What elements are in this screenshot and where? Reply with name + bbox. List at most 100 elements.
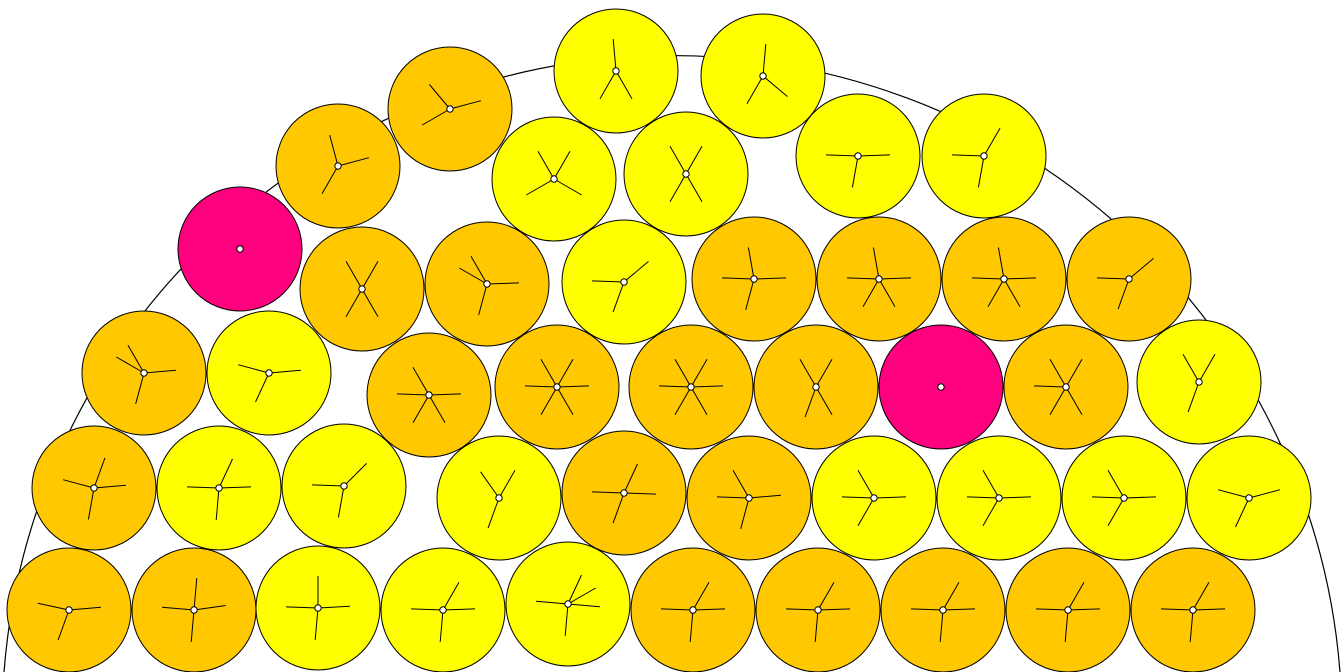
spoke-line <box>567 603 600 608</box>
spoke-line <box>186 486 220 489</box>
packed-circle <box>494 324 620 450</box>
center-dot <box>980 152 988 160</box>
spoke-line <box>343 463 367 487</box>
spoke-line <box>428 394 446 423</box>
packed-circle <box>1130 547 1256 672</box>
spoke-line <box>412 394 430 423</box>
center-dot <box>236 245 244 253</box>
spoke-line <box>480 471 500 499</box>
circles-layer <box>6 8 1312 672</box>
spoke-line <box>799 359 817 388</box>
packed-circle <box>561 430 687 556</box>
spoke-line <box>669 146 687 175</box>
spoke-line <box>623 492 657 495</box>
spoke-line <box>345 261 363 290</box>
packed-circle <box>1003 324 1129 450</box>
packed-circle <box>753 324 879 450</box>
spoke-line <box>1160 608 1194 611</box>
center-dot <box>358 285 366 293</box>
packed-circle <box>941 216 1067 342</box>
spoke-line <box>1123 496 1157 499</box>
packed-circle <box>1066 216 1192 342</box>
center-dot <box>314 604 322 612</box>
spoke-line <box>982 497 1000 526</box>
packed-circle <box>1136 319 1262 445</box>
spoke-line <box>857 154 891 157</box>
packed-circle <box>299 226 425 352</box>
spoke-line <box>215 487 220 520</box>
spoke-line <box>942 582 960 611</box>
packed-circle <box>811 435 937 561</box>
spoke-line <box>311 484 345 487</box>
center-dot <box>937 383 945 391</box>
spoke-line <box>143 369 176 374</box>
spoke-line <box>1065 386 1083 415</box>
spoke-line <box>674 386 692 415</box>
packed-circle <box>281 423 407 549</box>
spoke-line <box>762 75 788 97</box>
packed-circle <box>255 545 381 671</box>
spoke-line <box>540 386 558 415</box>
packed-circle <box>623 111 749 237</box>
spoke-line <box>486 282 520 285</box>
spoke-line <box>524 385 558 388</box>
packed-circle <box>275 103 401 229</box>
center-dot <box>495 494 503 502</box>
packed-circle <box>436 435 562 561</box>
spoke-line <box>814 609 819 642</box>
spoke-line <box>93 457 106 489</box>
spoke-line <box>977 155 985 188</box>
spoke-line <box>1192 582 1210 611</box>
center-dot <box>265 369 273 377</box>
spoke-line <box>817 608 851 611</box>
spoke-line <box>623 261 649 283</box>
center-dot <box>620 278 628 286</box>
spoke-line <box>540 359 558 388</box>
spoke-line <box>314 607 319 640</box>
spoke-line <box>612 39 617 72</box>
spoke-line <box>553 178 582 196</box>
center-dot <box>215 484 223 492</box>
packed-circle <box>156 425 282 551</box>
spoke-line <box>449 100 482 110</box>
packed-circle <box>31 425 157 551</box>
spoke-line <box>1128 258 1154 280</box>
spoke-line <box>218 458 233 489</box>
spoke-line <box>862 278 880 307</box>
spoke-line <box>857 497 875 526</box>
spoke-line <box>612 281 625 313</box>
packed-circle <box>878 324 1004 450</box>
packed-circle <box>6 547 132 672</box>
spoke-line <box>162 606 195 611</box>
center-dot <box>1245 494 1253 502</box>
spoke-line <box>87 487 95 520</box>
packed-circle <box>755 547 881 672</box>
spoke-line <box>745 278 755 311</box>
center-dot <box>814 606 822 614</box>
spoke-line <box>721 277 755 280</box>
packed-circle <box>1061 435 1187 561</box>
spoke-line <box>556 385 590 388</box>
spoke-line <box>1035 608 1069 611</box>
spoke-line <box>68 606 101 611</box>
spoke-line <box>410 608 444 611</box>
packed-circle <box>1186 435 1312 561</box>
spoke-line <box>942 608 976 611</box>
packed-circle <box>816 216 942 342</box>
spoke-line <box>556 359 574 388</box>
spoke-line <box>747 247 755 280</box>
spoke-line <box>135 372 145 405</box>
spoke-line <box>746 75 764 104</box>
spoke-line <box>317 605 351 609</box>
center-dot <box>340 482 348 490</box>
spoke-line <box>567 574 582 605</box>
spoke-line <box>692 582 710 611</box>
center-dot <box>140 369 148 377</box>
spoke-line <box>1064 609 1069 642</box>
packed-circle <box>505 541 631 667</box>
spoke-line <box>873 496 907 499</box>
center-dot <box>620 489 628 497</box>
spoke-line <box>422 108 451 126</box>
spoke-line <box>567 587 596 605</box>
spoke-line <box>1117 278 1130 310</box>
